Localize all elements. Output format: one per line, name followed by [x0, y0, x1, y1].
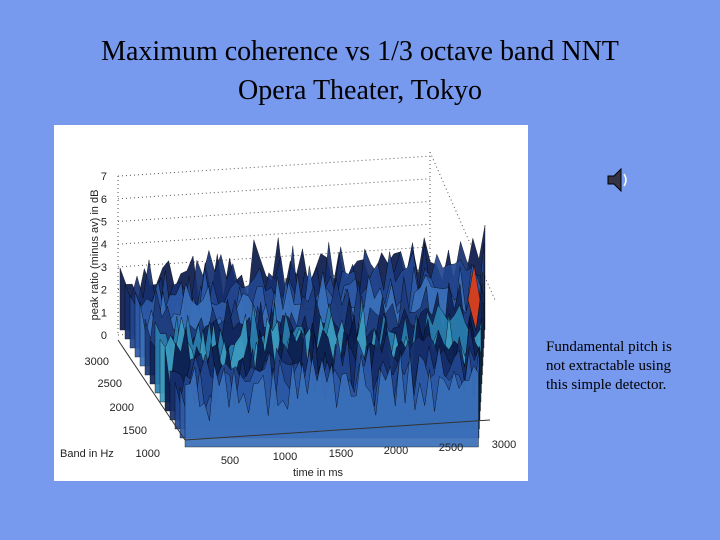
time-tick-label: 500: [221, 455, 239, 467]
speaker-icon: [607, 167, 627, 193]
z-tick-label: 4: [101, 239, 107, 251]
grid-line: [117, 155, 431, 177]
grid-line: [429, 151, 496, 301]
time-axis-label: time in ms: [293, 467, 344, 479]
axis-line: [184, 419, 491, 441]
grid-line: [117, 246, 431, 268]
surface-peak: [467, 264, 481, 331]
axes: 0 1 2 3 4 5 6 7 1000 1500 2000 2500 3000 500 1000 1500 2…: [85, 171, 517, 467]
grid-line: [117, 178, 431, 200]
surface-strip: [184, 350, 479, 448]
axis-line: [117, 339, 186, 441]
z-tick-label: 2: [101, 285, 107, 297]
band-tick-label: 2000: [110, 402, 134, 414]
z-tick-label: 3: [101, 262, 107, 274]
z-tick-label: 7: [101, 171, 107, 183]
z-tick-label: 5: [101, 217, 107, 229]
band-tick-label: 1500: [123, 425, 147, 437]
title-line: Opera Theater, Tokyo: [238, 75, 482, 106]
time-tick-label: 1000: [273, 451, 297, 463]
caption-line: this simple detector.: [546, 377, 666, 393]
band-axis-label: Band in Hz: [60, 448, 114, 460]
z-tick-label: 0: [101, 330, 107, 342]
grid-line: [117, 223, 431, 245]
caption-line: Fundamental pitch is: [546, 339, 672, 355]
band-tick-label: 3000: [85, 356, 109, 368]
z-axis-label: peak ratio (minus av) in dB: [89, 190, 101, 321]
z-tick-label: 6: [101, 194, 107, 206]
title-line: Maximum coherence vs 1/3 octave band NNT: [101, 36, 619, 67]
z-tick-label: 1: [101, 307, 107, 319]
time-tick-label: 1500: [329, 448, 353, 460]
caption-line: not extractable using: [546, 358, 671, 374]
time-tick-label: 2500: [439, 442, 463, 454]
band-tick-label: 2500: [98, 378, 122, 390]
surface: [119, 225, 486, 448]
time-tick-label: 2000: [384, 445, 408, 457]
band-tick-label: 1000: [136, 448, 160, 460]
time-tick-label: 3000: [492, 439, 516, 451]
grid-line: [117, 201, 431, 222]
